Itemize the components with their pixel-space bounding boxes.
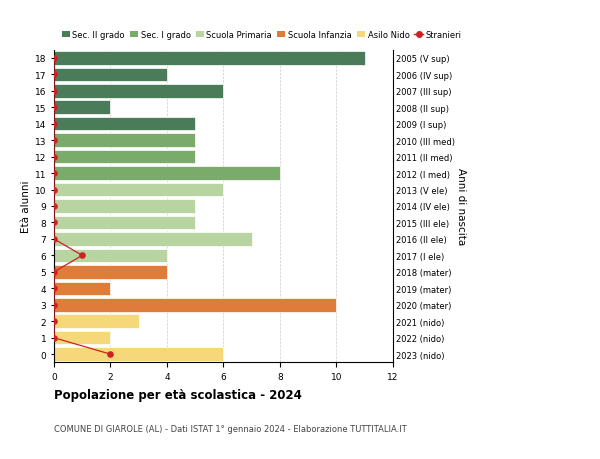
Point (49, 334, 59, 341)
Legend: Sec. II grado, Sec. I grado, Scuola Primaria, Scuola Infanzia, Asilo Nido, Stran: Sec. II grado, Sec. I grado, Scuola Prim… (58, 28, 464, 43)
Point (49, 121, 59, 128)
Point (49, 88, 59, 95)
Point (49, 137, 59, 145)
Point (49, 154, 59, 161)
Bar (54, 282, 110, 296)
Bar (54, 347, 223, 361)
Point (49, 302, 59, 309)
Bar (54, 68, 167, 82)
Point (106, 351, 115, 358)
Point (49, 285, 59, 292)
Point (49, 219, 59, 227)
Point (49, 170, 59, 177)
Bar (54, 200, 195, 213)
Bar (54, 216, 195, 230)
Bar (54, 101, 110, 115)
Bar (54, 331, 110, 345)
Point (49, 55, 59, 62)
Bar (54, 151, 195, 164)
Point (49, 72, 59, 79)
Bar (54, 298, 337, 312)
Point (49, 236, 59, 243)
Text: Popolazione per età scolastica - 2024: Popolazione per età scolastica - 2024 (54, 388, 302, 401)
Bar (54, 85, 223, 98)
Bar (54, 315, 139, 328)
Y-axis label: Anni di nascita: Anni di nascita (456, 168, 466, 245)
Point (49, 269, 59, 276)
Bar (54, 265, 167, 279)
Text: COMUNE DI GIAROLE (AL) - Dati ISTAT 1° gennaio 2024 - Elaborazione TUTTITALIA.IT: COMUNE DI GIAROLE (AL) - Dati ISTAT 1° g… (54, 425, 407, 434)
Bar (54, 167, 280, 180)
Bar (54, 134, 195, 148)
Y-axis label: Età alunni: Età alunni (20, 180, 31, 233)
Point (49, 203, 59, 210)
Bar (54, 52, 365, 66)
Point (49, 186, 59, 194)
Point (77, 252, 87, 259)
Bar (54, 118, 195, 131)
Bar (54, 249, 167, 263)
Bar (54, 233, 252, 246)
Point (49, 104, 59, 112)
Point (49, 318, 59, 325)
Bar (54, 184, 223, 197)
